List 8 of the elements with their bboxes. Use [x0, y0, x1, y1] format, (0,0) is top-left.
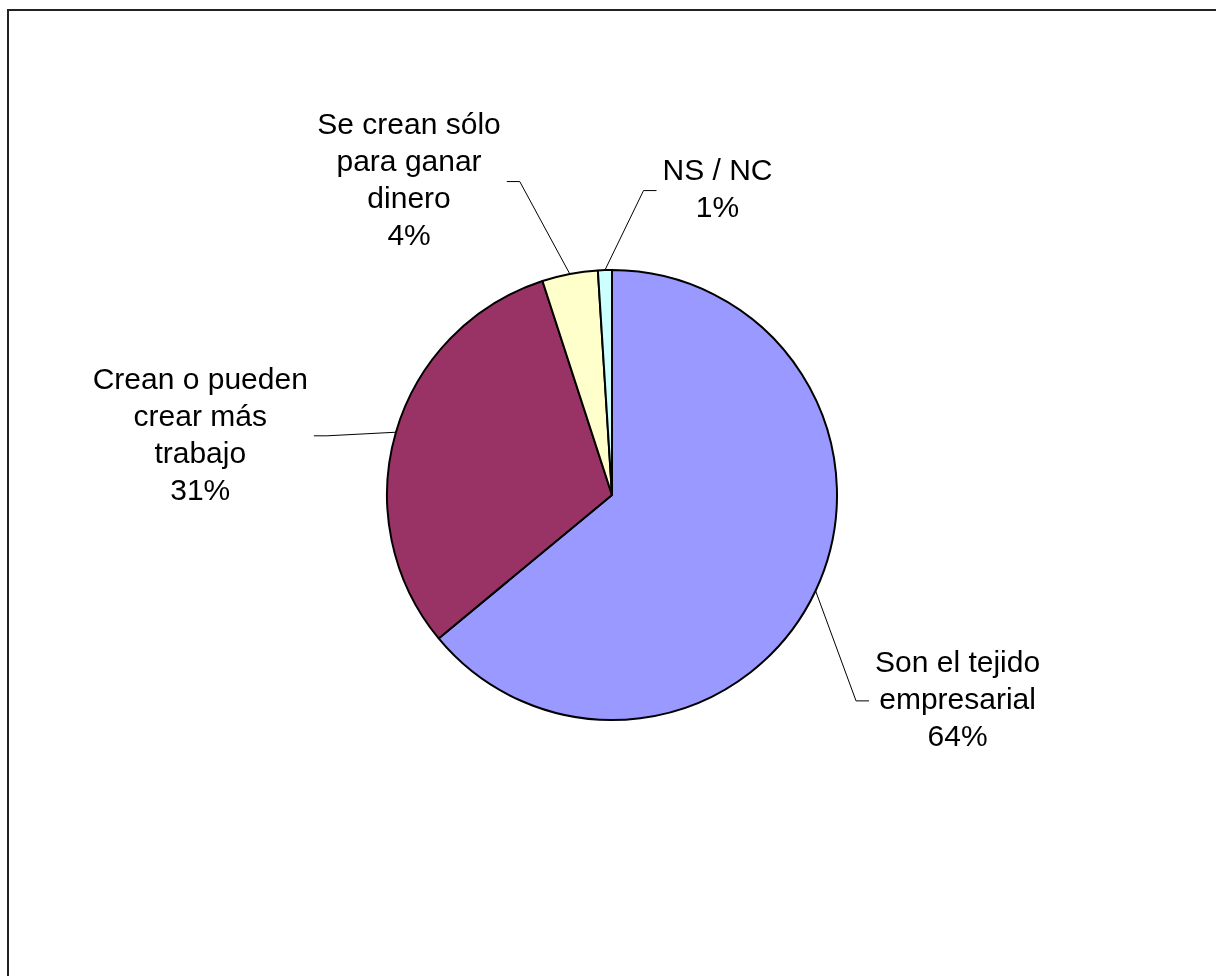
- data-label: 31%: [170, 472, 231, 506]
- data-label: 64%: [927, 719, 988, 753]
- data-label: 4%: [387, 218, 431, 252]
- data-label: 1%: [695, 190, 740, 224]
- slice-label: Crean o pueden crear más trabajo: [92, 361, 308, 469]
- slice-label: Se crean sólo para ganar dinero: [317, 107, 501, 215]
- slice-label: NS / NC: [662, 153, 773, 187]
- slice-label: Son el tejido empresarial: [875, 645, 1041, 716]
